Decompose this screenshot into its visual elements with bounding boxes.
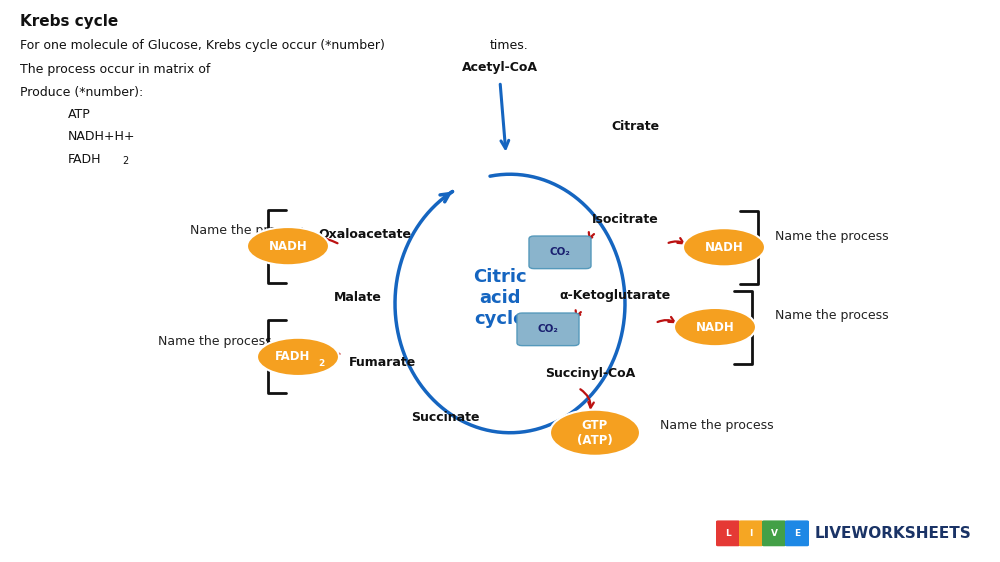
Text: FADH: FADH [275,350,311,364]
Text: Krebs cycle: Krebs cycle [20,14,118,29]
Text: Name the process: Name the process [775,229,889,243]
Ellipse shape [683,228,765,266]
FancyBboxPatch shape [785,520,809,546]
Text: LIVEWORKSHEETS: LIVEWORKSHEETS [815,526,972,541]
Text: NADH: NADH [269,239,307,253]
Text: E: E [794,529,800,538]
Text: For one molecule of Glucose, Krebs cycle occur (*number): For one molecule of Glucose, Krebs cycle… [20,39,385,52]
Text: NADH: NADH [705,241,743,254]
Text: CO₂: CO₂ [550,247,570,257]
Text: Succinyl-CoA: Succinyl-CoA [545,367,635,380]
Text: Isocitrate: Isocitrate [592,212,658,226]
Text: GTP
(ATP): GTP (ATP) [577,419,613,447]
Text: L: L [725,529,731,538]
Text: Name the process: Name the process [775,309,889,323]
Text: ATP: ATP [68,108,91,121]
Text: 2: 2 [318,359,324,368]
FancyBboxPatch shape [529,236,591,269]
Text: FADH: FADH [68,153,102,166]
FancyBboxPatch shape [517,313,579,346]
Text: Name the process: Name the process [660,419,774,432]
FancyBboxPatch shape [739,520,763,546]
Text: Succinate: Succinate [411,410,479,424]
Text: times.: times. [490,39,529,52]
Ellipse shape [550,410,640,456]
Text: NADH+H+: NADH+H+ [68,130,136,143]
Text: Name the process: Name the process [158,334,272,348]
Text: CO₂: CO₂ [538,324,558,334]
Text: V: V [770,529,778,538]
Text: Citrate: Citrate [611,120,659,133]
Text: Fumarate: Fumarate [348,356,416,369]
Text: 2: 2 [122,156,128,166]
Text: Produce (*number):: Produce (*number): [20,86,143,99]
FancyBboxPatch shape [762,520,786,546]
Text: α-Ketoglutarate: α-Ketoglutarate [559,288,671,302]
Text: Malate: Malate [334,291,382,305]
Ellipse shape [257,338,339,376]
FancyBboxPatch shape [716,520,740,546]
Text: The process occur in matrix of: The process occur in matrix of [20,63,210,76]
Text: Name the process: Name the process [190,224,304,237]
Text: Acetyl-CoA: Acetyl-CoA [462,61,538,74]
Text: I: I [749,529,753,538]
Ellipse shape [247,227,329,265]
Text: Oxaloacetate: Oxaloacetate [318,228,412,242]
Text: Citric
acid
cycle: Citric acid cycle [473,268,527,328]
Text: NADH: NADH [696,320,734,334]
Ellipse shape [674,308,756,346]
